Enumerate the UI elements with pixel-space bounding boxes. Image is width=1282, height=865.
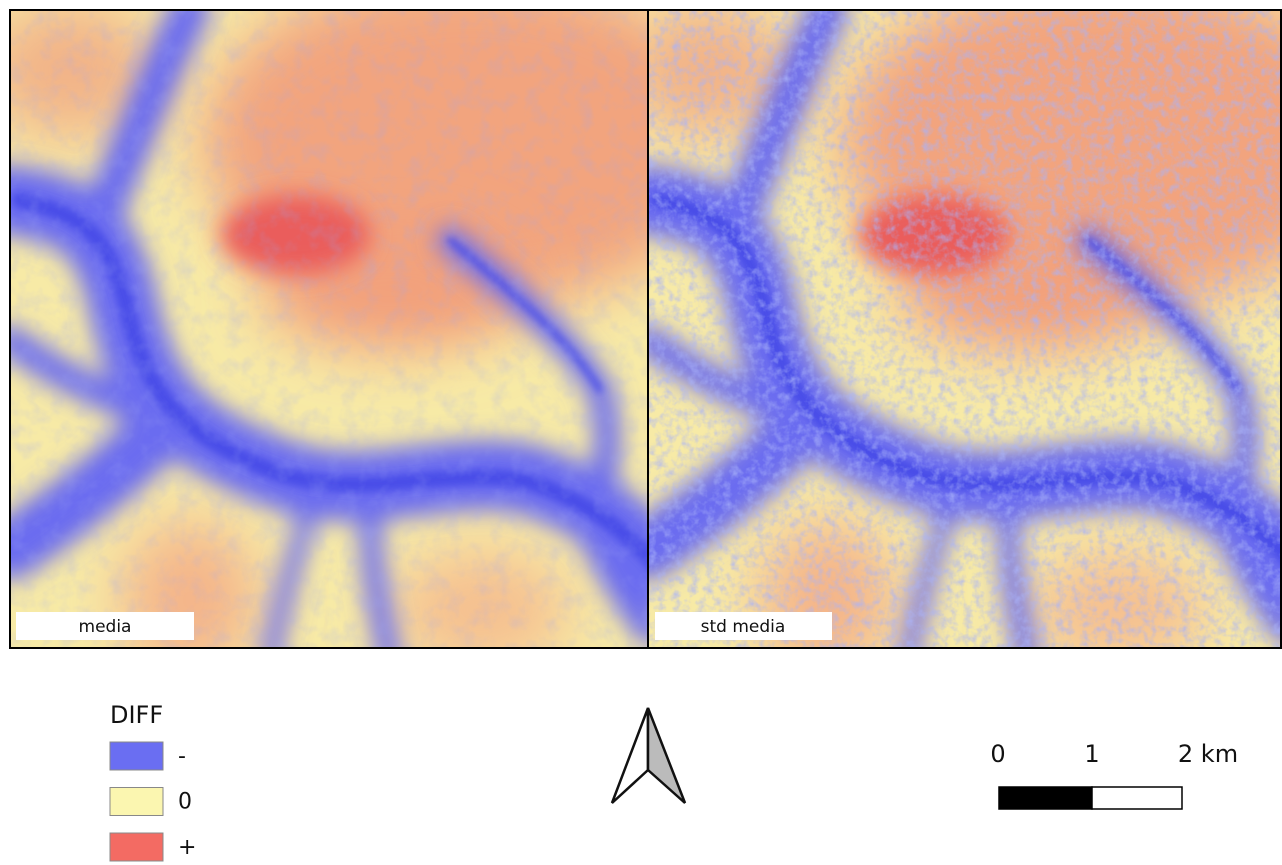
legend: - 0 + xyxy=(110,742,196,861)
north-arrow xyxy=(612,708,685,803)
map-layout: media std media DIFF - 0 + 0 1 2 km xyxy=(0,0,1282,865)
legend-label: + xyxy=(178,835,196,860)
scale-label: 2 km xyxy=(1178,740,1238,768)
panel-label: std media xyxy=(701,617,786,637)
legend-swatch xyxy=(110,833,163,861)
scale-label: 1 xyxy=(1084,740,1099,768)
legend-label: - xyxy=(178,744,186,769)
legend-swatch xyxy=(110,742,163,770)
scale-bar xyxy=(999,787,1092,809)
map-panel xyxy=(0,0,740,680)
legend-title: DIFF xyxy=(110,701,163,729)
legend-label: 0 xyxy=(178,790,192,815)
legend-swatch xyxy=(110,788,163,816)
panel-label: media xyxy=(79,617,132,637)
scale-label: 0 xyxy=(990,740,1005,768)
scale-bar xyxy=(1092,787,1182,809)
map-panel xyxy=(618,0,1282,680)
